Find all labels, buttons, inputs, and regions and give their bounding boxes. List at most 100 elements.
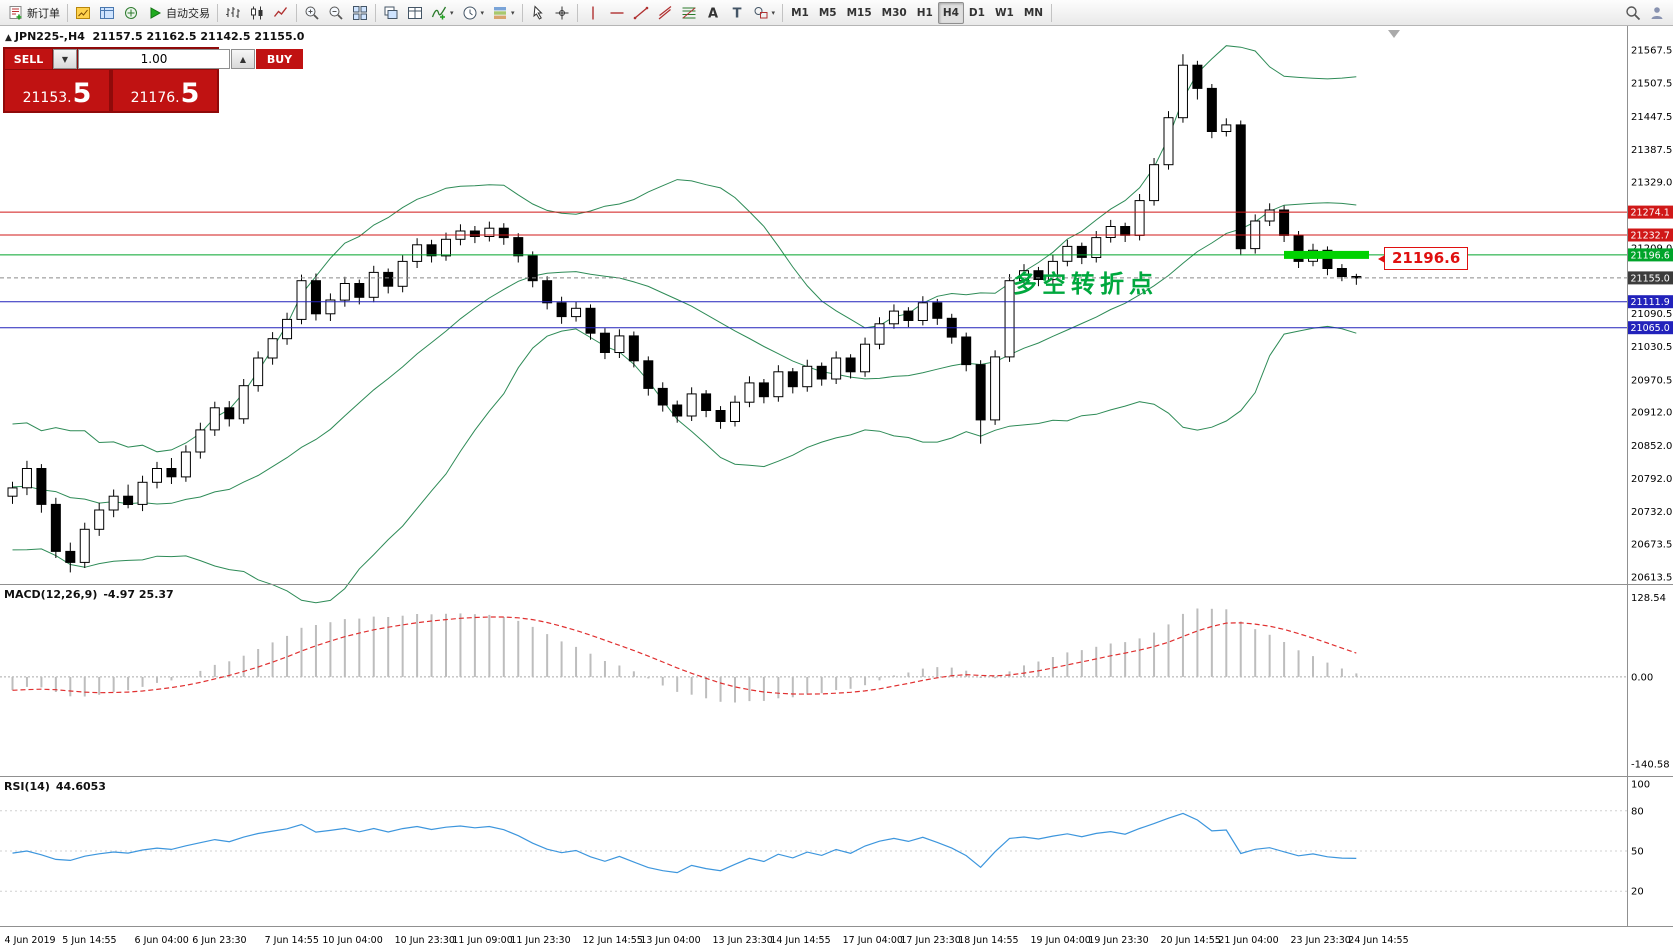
arrange-windows-button[interactable] — [379, 2, 403, 24]
text-label-button[interactable]: T — [725, 2, 749, 24]
svg-text:11 Jun 09:00: 11 Jun 09:00 — [452, 935, 512, 946]
cursor-button[interactable] — [526, 2, 550, 24]
navigator-button[interactable] — [119, 2, 143, 24]
vertical-line-button[interactable] — [581, 2, 605, 24]
svg-text:10 Jun 04:00: 10 Jun 04:00 — [322, 935, 382, 946]
bars-icon — [225, 5, 241, 21]
timeframe-m15-button[interactable]: M15 — [842, 2, 877, 24]
price-callout-annotation: 21196.6 — [1377, 247, 1469, 270]
new-order-button[interactable]: 新订单 — [4, 2, 64, 24]
templates-button[interactable]: ▾ — [488, 2, 519, 24]
tile-icon — [352, 5, 368, 21]
buy-price-big-digit: 5 — [180, 78, 200, 109]
clock-icon — [462, 5, 478, 21]
fibo-icon — [681, 5, 697, 21]
svg-text:128.54: 128.54 — [1631, 593, 1666, 604]
zoom-in-button[interactable] — [300, 2, 324, 24]
timeframe-m5-button[interactable]: M5 — [814, 2, 842, 24]
toolbar-separator — [576, 3, 578, 22]
volume-increase-button[interactable]: ▲ — [231, 49, 255, 69]
buy-button[interactable]: BUY — [256, 49, 303, 69]
volume-input[interactable] — [78, 49, 230, 69]
play-icon — [147, 5, 163, 21]
svg-text:23 Jun 23:30: 23 Jun 23:30 — [1291, 935, 1351, 946]
highlight-segment — [1284, 250, 1369, 259]
zoom-out-icon — [328, 5, 344, 21]
svg-text:10 Jun 23:30: 10 Jun 23:30 — [395, 935, 455, 946]
chart-window: 21567.521507.521447.521387.521329.021269… — [0, 26, 1673, 950]
svg-text:21065.0: 21065.0 — [1631, 323, 1670, 334]
zoom-out-button[interactable] — [324, 2, 348, 24]
horizontal-lines — [0, 211, 1627, 329]
chart-canvas[interactable]: 21567.521507.521447.521387.521329.021269… — [0, 26, 1673, 950]
svg-text:21329.0: 21329.0 — [1631, 177, 1672, 188]
volume-decrease-button[interactable]: ▼ — [53, 49, 77, 69]
bar-chart-button[interactable] — [221, 2, 245, 24]
timeframe-h1-button[interactable]: H1 — [912, 2, 938, 24]
svg-text:13 Jun 04:00: 13 Jun 04:00 — [640, 935, 700, 946]
window-list-button[interactable] — [403, 2, 427, 24]
svg-text:20912.0: 20912.0 — [1631, 408, 1672, 419]
horizontal-line-button[interactable] — [605, 2, 629, 24]
linechart-icon — [273, 5, 289, 21]
svg-text:20 Jun 14:55: 20 Jun 14:55 — [1161, 935, 1221, 946]
sell-button[interactable]: SELL — [5, 49, 52, 69]
toolbar-group: 自动交易 — [71, 2, 214, 24]
auto-trading-button[interactable]: 自动交易 — [143, 2, 214, 24]
timeframe-m1-button[interactable]: M1 — [786, 2, 814, 24]
toolbar-group: M1 M5 M15 M30 H1 H4 D1 W1 MN — [786, 1, 1048, 24]
crosshair-icon — [554, 5, 570, 21]
community-button[interactable] — [1645, 2, 1669, 24]
svg-text:21155.0: 21155.0 — [1631, 273, 1670, 284]
chevron-down-icon: ▾ — [511, 8, 515, 17]
timeframe-mn-button[interactable]: MN — [1019, 2, 1048, 24]
svg-text:7 Jun 14:55: 7 Jun 14:55 — [265, 935, 319, 946]
timeframe-w1-button[interactable]: W1 — [990, 2, 1019, 24]
buy-price: 21176. — [130, 90, 180, 106]
line-chart-button[interactable] — [269, 2, 293, 24]
fibonacci-button[interactable] — [677, 2, 701, 24]
tile-windows-button[interactable] — [348, 2, 372, 24]
svg-text:5 Jun 14:55: 5 Jun 14:55 — [62, 935, 116, 946]
search-icon — [1625, 5, 1641, 21]
timeframe-d1-button[interactable]: D1 — [964, 2, 990, 24]
text-a-icon: A — [705, 5, 721, 21]
search-button[interactable] — [1621, 2, 1645, 24]
chart-shift-marker[interactable] — [1388, 30, 1400, 38]
price-axis[interactable]: 21567.521507.521447.521387.521329.021269… — [1628, 46, 1673, 898]
label-t-icon: T — [729, 5, 745, 21]
shapes-button[interactable]: ▾ — [749, 2, 780, 24]
svg-text:T: T — [732, 6, 741, 21]
navigator-icon — [123, 5, 139, 21]
pane-separators[interactable] — [0, 26, 1673, 927]
candles — [7, 54, 1362, 573]
toolbar-group: ▾ ▾ ▾ — [379, 2, 519, 24]
periods-button[interactable]: ▾ — [458, 2, 489, 24]
candle-chart-button[interactable] — [245, 2, 269, 24]
sell-price-button[interactable]: 21153. 5 — [5, 70, 109, 111]
data-window-button[interactable] — [95, 2, 119, 24]
trend-icon — [633, 5, 649, 21]
trendline-button[interactable] — [629, 2, 653, 24]
svg-text:17 Jun 23:30: 17 Jun 23:30 — [900, 935, 960, 946]
market-watch-button[interactable] — [71, 2, 95, 24]
svg-text:21387.5: 21387.5 — [1631, 145, 1672, 156]
svg-text:24 Jun 14:55: 24 Jun 14:55 — [1348, 935, 1408, 946]
channel-button[interactable] — [653, 2, 677, 24]
indicators-button[interactable]: ▾ — [427, 2, 458, 24]
svg-text:13 Jun 23:30: 13 Jun 23:30 — [713, 935, 773, 946]
svg-text:18 Jun 14:55: 18 Jun 14:55 — [958, 935, 1018, 946]
text-button[interactable]: A — [701, 2, 725, 24]
chevron-down-icon: ▾ — [450, 8, 454, 17]
buy-price-button[interactable]: 21176. 5 — [113, 70, 217, 111]
timeframe-m30-button[interactable]: M30 — [877, 2, 912, 24]
sell-price-big-digit: 5 — [72, 78, 92, 109]
svg-text:17 Jun 04:00: 17 Jun 04:00 — [843, 935, 903, 946]
macd-pane — [0, 608, 1627, 703]
svg-text:21447.5: 21447.5 — [1631, 112, 1672, 123]
time-axis[interactable]: 4 Jun 2019 5 Jun 14:55 6 Jun 04:00 6 Jun 23… — [5, 935, 1409, 946]
timeframe-h4-button[interactable]: H4 — [937, 1, 964, 24]
crosshair-button[interactable] — [550, 2, 574, 24]
svg-text:80: 80 — [1631, 806, 1644, 817]
svg-text:21111.9: 21111.9 — [1631, 297, 1670, 308]
